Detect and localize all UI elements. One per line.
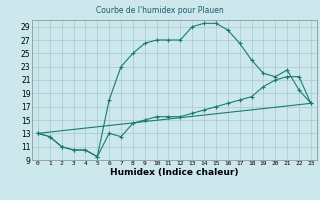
X-axis label: Humidex (Indice chaleur): Humidex (Indice chaleur) bbox=[110, 168, 239, 177]
Text: Courbe de l'humidex pour Plauen: Courbe de l'humidex pour Plauen bbox=[96, 6, 224, 15]
